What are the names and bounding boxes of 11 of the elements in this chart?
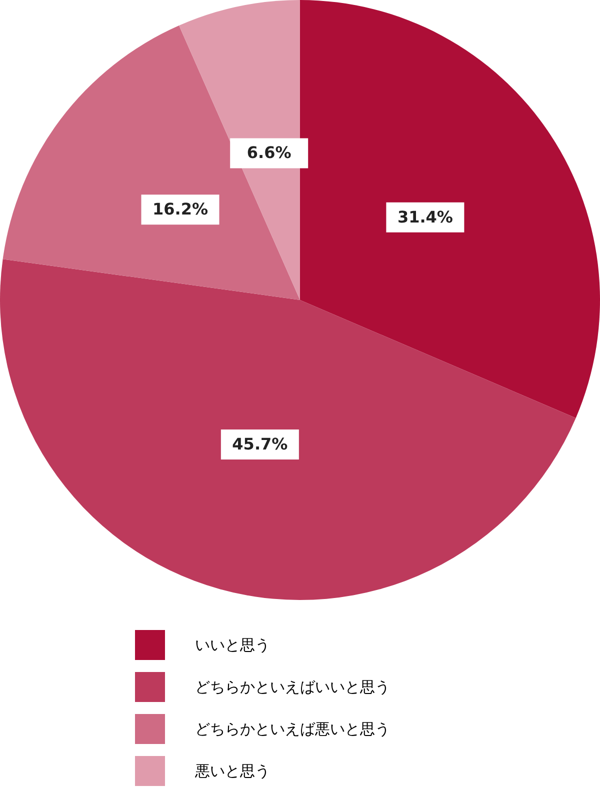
legend-label: どちらかといえば悪いと思う bbox=[195, 720, 390, 738]
legend-label: いいと思う bbox=[195, 636, 270, 654]
data-label: 16.2% bbox=[152, 200, 208, 219]
data-label: 45.7% bbox=[232, 434, 288, 454]
legend-label: どちらかといえばいいと思う bbox=[195, 678, 390, 696]
pie-slice bbox=[300, 0, 600, 418]
data-label: 31.4% bbox=[397, 207, 453, 226]
pie-slice bbox=[2, 25, 300, 300]
pie-slice bbox=[0, 259, 576, 600]
data-label: 6.6% bbox=[246, 143, 292, 162]
legend-label: 悪いと思う bbox=[194, 762, 270, 780]
